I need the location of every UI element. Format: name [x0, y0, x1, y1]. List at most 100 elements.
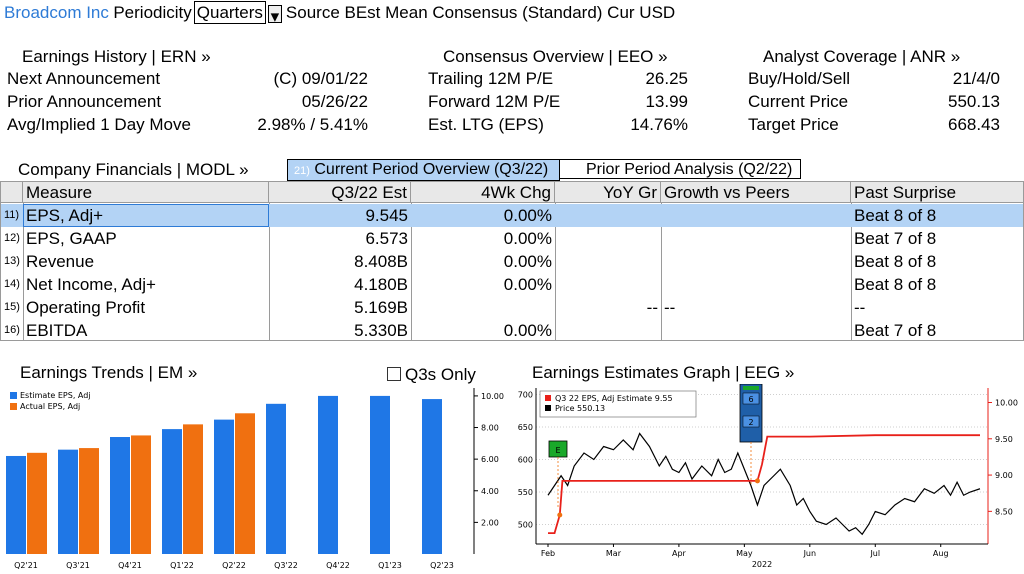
earnings-event-label: E — [555, 446, 560, 455]
x-tick-label: Q1'22 — [170, 561, 194, 570]
row-number: 14) — [4, 278, 20, 290]
surprise-cell: -- — [854, 298, 866, 317]
estimate-bar — [266, 403, 286, 554]
periodicity-dropdown[interactable]: Quarters — [193, 1, 266, 24]
header-bar: Broadcom Inc Periodicity Quarters ▾ Source … — [4, 1, 675, 26]
estimates-graph-chart: 500 550 600 650 700 8.50 9.00 9.50 10.00 Feb Mar… — [518, 384, 1018, 569]
left-tick-label: 600 — [518, 456, 533, 465]
measure-cell: Operating Profit — [26, 298, 146, 317]
buy-hold-sell-label: Buy/Hold/Sell — [748, 69, 851, 88]
legend-swatch-price — [545, 405, 551, 411]
x-tick-label: Jun — [803, 549, 817, 558]
consensus-title[interactable]: Consensus Overview | EEO » — [443, 47, 668, 66]
q3-est-header[interactable]: Q3/22 Est — [269, 182, 411, 203]
buy-hold-sell-value: 21/4/0 — [952, 69, 1000, 88]
change-cell: 0.00% — [503, 206, 552, 225]
year-label: 2022 — [752, 560, 772, 569]
table-row[interactable]: 11) EPS, Adj+ 9.545 0.00% Beat 8 of 8 — [1, 204, 1023, 227]
past-surprise-header[interactable]: Past Surprise — [851, 182, 1023, 203]
table-row[interactable]: 14) Net Income, Adj+ 4.180B 0.00% Beat 8… — [1, 273, 1023, 296]
tab-prior-period[interactable]: Prior Period Analysis (Q2/22) — [559, 159, 801, 179]
legend-actual: Actual EPS, Adj — [20, 402, 80, 411]
estimate-bar — [214, 419, 234, 554]
trailing-pe-label: Trailing 12M P/E — [428, 69, 554, 88]
legend-price: Price 550.13 — [555, 404, 605, 413]
row-number: 11) — [4, 209, 20, 221]
measure-header[interactable]: Measure — [23, 182, 269, 203]
periodicity-value: Quarters — [196, 3, 263, 22]
forward-pe-value: 13.99 — [645, 92, 688, 111]
actual-bar — [79, 448, 99, 554]
tab-current-period[interactable]: 21) Current Period Overview (Q3/22) — [287, 159, 560, 181]
analyst-count-6: 6 — [748, 395, 753, 404]
target-price-value: 668.43 — [948, 115, 1000, 134]
four-week-chg-header[interactable]: 4Wk Chg — [411, 182, 555, 203]
estimate-bar — [370, 395, 390, 554]
actual-bar — [131, 435, 151, 554]
row-number: 15) — [4, 301, 20, 313]
measure-cell: Net Income, Adj+ — [26, 275, 156, 294]
y-tick-label: 4.00 — [481, 487, 499, 496]
yoy-cell: -- — [646, 298, 658, 317]
estimate-bar — [318, 395, 338, 554]
prior-announcement-label: Prior Announcement — [7, 92, 162, 111]
estimate-cell: 4.180B — [354, 275, 408, 294]
yoy-gr-header[interactable]: YoY Gr — [555, 182, 661, 203]
earnings-trends-title[interactable]: Earnings Trends | EM » — [20, 363, 198, 382]
change-cell: 0.00% — [503, 321, 552, 340]
avg-move-value: 2.98% / 5.41% — [257, 115, 368, 134]
financials-table: Measure Q3/22 Est 4Wk Chg YoY Gr Growth … — [0, 181, 1024, 341]
row-number: 12) — [4, 232, 20, 244]
y-tick-label: 10.00 — [481, 392, 504, 401]
estimates-graph-title[interactable]: Earnings Estimates Graph | EEG » — [532, 363, 795, 382]
table-row[interactable]: 13) Revenue 8.408B 0.00% Beat 8 of 8 — [1, 250, 1023, 273]
surprise-cell: Beat 8 of 8 — [854, 206, 937, 225]
analyst-count-2: 2 — [748, 418, 753, 427]
estimate-cell: 5.330B — [354, 321, 408, 340]
peers-cell — [661, 204, 851, 227]
q3s-only-checkbox[interactable]: Q3s Only — [387, 365, 476, 385]
left-tick-label: 550 — [518, 488, 533, 497]
est-ltg-value: 14.76% — [630, 115, 688, 134]
target-price-label: Target Price — [748, 115, 839, 134]
company-name[interactable]: Broadcom Inc — [4, 3, 109, 22]
growth-vs-peers-header[interactable]: Growth vs Peers — [661, 182, 851, 203]
estimate-cell: 8.408B — [354, 252, 408, 271]
actual-bar — [183, 424, 203, 554]
table-row[interactable]: 16) EBITDA 5.330B 0.00% Beat 7 of 8 — [1, 319, 1023, 342]
yoy-cell — [555, 204, 661, 227]
event-dot — [754, 478, 760, 484]
right-tick-label: 9.00 — [995, 471, 1013, 480]
peers-cell: -- — [664, 298, 676, 317]
row-number: 13) — [4, 255, 20, 267]
chevron-down-icon[interactable]: ▾ — [267, 4, 282, 26]
estimate-bar — [58, 449, 78, 554]
current-price-value: 550.13 — [948, 92, 1000, 111]
right-tick-label: 10.00 — [995, 399, 1018, 408]
peers-cell — [661, 250, 851, 273]
x-tick-label: Q3'21 — [66, 561, 90, 570]
x-tick-label: Q4'21 — [118, 561, 142, 570]
y-tick-label: 6.00 — [481, 455, 499, 464]
company-financials-title[interactable]: Company Financials | MODL » — [18, 160, 249, 179]
row-number: 16) — [4, 324, 20, 336]
table-row[interactable]: 12) EPS, GAAP 6.573 0.00% Beat 7 of 8 — [1, 227, 1023, 250]
legend-swatch-estimate — [10, 392, 17, 399]
x-tick-label: Mar — [606, 549, 622, 558]
table-row[interactable]: 15) Operating Profit 5.169B -- -- -- — [1, 296, 1023, 319]
analyst-event-bar — [743, 386, 759, 390]
surprise-cell: Beat 8 of 8 — [854, 252, 937, 271]
yoy-cell — [555, 227, 661, 250]
x-tick-label: Aug — [933, 549, 949, 558]
analyst-title[interactable]: Analyst Coverage | ANR » — [763, 47, 961, 66]
periodicity-label: Periodicity — [113, 3, 192, 22]
row-number-header — [1, 182, 23, 203]
x-tick-label: Apr — [672, 549, 687, 558]
change-cell: 0.00% — [503, 275, 552, 294]
actual-bar — [27, 452, 47, 554]
measure-cell: EPS, Adj+ — [26, 206, 104, 225]
yoy-cell — [555, 273, 661, 296]
earnings-history-title[interactable]: Earnings History | ERN » — [22, 47, 211, 66]
legend-box — [539, 390, 697, 418]
checkbox-icon — [387, 367, 401, 381]
